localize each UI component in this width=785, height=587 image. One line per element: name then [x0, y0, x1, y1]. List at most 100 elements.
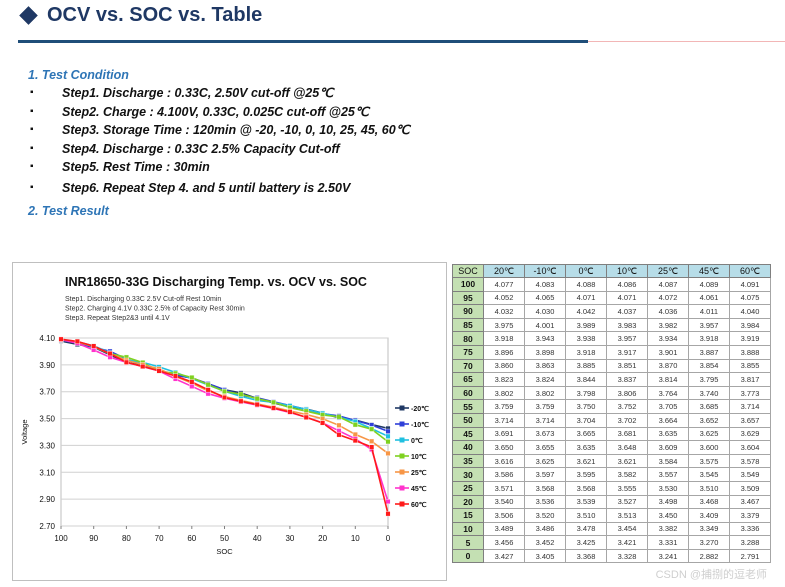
ocv-cell: 3.575 — [688, 453, 730, 469]
data-point — [58, 336, 64, 342]
ocv-cell: 3.918 — [565, 344, 607, 360]
ocv-cell: 3.545 — [688, 467, 730, 482]
ocv-cell: 3.595 — [565, 467, 607, 482]
ocv-cell: 3.752 — [606, 399, 648, 414]
ocv-cell: 3.750 — [565, 399, 607, 414]
table-row: 35 3.616 3.625 3.621 3.621 3.584 3.575 3.578 — [452, 453, 771, 469]
ocv-cell: 3.368 — [565, 548, 607, 564]
soc-cell: 10 — [452, 521, 484, 537]
data-point — [74, 338, 80, 344]
watermark: CSDN @捕捌的逗老师 — [655, 569, 767, 581]
x-tick-label: 30 — [285, 534, 294, 543]
header-temp: 60℃ — [729, 264, 771, 278]
ocv-cell: 3.860 — [483, 358, 525, 374]
table-row: 80 3.918 3.943 3.938 3.957 3.934 3.918 3.919 — [452, 331, 771, 346]
soc-cell: 55 — [452, 399, 484, 414]
ocv-cell: 4.072 — [647, 290, 689, 306]
ocv-cell: 3.331 — [647, 535, 689, 550]
data-point — [271, 399, 277, 405]
data-point — [369, 438, 375, 444]
data-point — [369, 444, 375, 450]
ocv-cell: 3.539 — [565, 494, 607, 510]
ocv-cell: 3.568 — [524, 480, 566, 496]
data-point — [140, 363, 146, 369]
ocv-cell: 3.586 — [483, 467, 525, 482]
legend-swatch-marker — [399, 469, 405, 475]
header-soc: SOC — [452, 264, 484, 278]
data-point — [156, 368, 162, 374]
soc-ocv-table: SOC 20℃ -10℃ 0℃ 10℃ 25℃ 45℃ 60℃ 100 4.077 4.083 4.… — [452, 264, 771, 564]
y-tick-label: 2.70 — [39, 522, 55, 531]
data-point — [352, 438, 358, 444]
ocv-cell: 3.597 — [524, 467, 566, 482]
ocv-cell: 4.032 — [483, 304, 525, 319]
ocv-cell: 3.714 — [524, 412, 566, 428]
ocv-cell: 3.685 — [688, 399, 730, 414]
soc-cell: 5 — [452, 535, 484, 550]
ocv-cell: 3.349 — [688, 521, 730, 537]
ocv-cell: 3.982 — [647, 317, 689, 333]
data-point — [221, 394, 227, 400]
ocv-cell: 3.427 — [483, 548, 525, 564]
legend-swatch-marker — [399, 437, 405, 443]
table-row: 30 3.586 3.597 3.595 3.582 3.557 3.545 3.549 — [452, 467, 771, 482]
soc-cell: 75 — [452, 344, 484, 360]
ocv-cell: 3.625 — [688, 426, 730, 442]
ocv-cell: 3.764 — [647, 385, 689, 401]
data-point — [303, 414, 309, 420]
ocv-cell: 4.088 — [565, 277, 607, 292]
legend-label: 10℃ — [411, 453, 427, 461]
y-tick-label: 3.50 — [39, 415, 55, 424]
ocv-cell: 3.650 — [483, 440, 525, 455]
ocv-cell: 3.557 — [647, 467, 689, 482]
ocv-cell: 3.802 — [524, 385, 566, 401]
table-row: 55 3.759 3.759 3.750 3.752 3.705 3.685 3.714 — [452, 399, 771, 414]
ocv-cell: 3.520 — [524, 508, 566, 523]
ocv-cell: 3.405 — [524, 548, 566, 564]
step-item: ▪ Step6. Repeat Step 4. and 5 until batte… — [30, 177, 410, 199]
ocv-cell: 3.456 — [483, 535, 525, 550]
ocv-cell: 3.898 — [524, 344, 566, 360]
ocv-cell: 3.328 — [606, 548, 648, 564]
data-point — [238, 391, 244, 397]
header-temp: 45℃ — [688, 264, 730, 278]
chart-title: INR18650-33G Discharging Temp. vs. OCV v… — [65, 275, 367, 289]
ocv-cell: 3.795 — [688, 372, 730, 387]
bullet-icon: ▪ — [30, 161, 34, 172]
ocv-cell: 3.489 — [483, 521, 525, 537]
ocv-cell: 3.896 — [483, 344, 525, 360]
soc-cell: 80 — [452, 331, 484, 346]
ocv-cell: 3.855 — [729, 358, 771, 374]
data-point — [254, 396, 260, 402]
ocv-cell: 3.513 — [606, 508, 648, 523]
y-tick-label: 3.30 — [39, 441, 55, 450]
ocv-cell: 3.530 — [647, 480, 689, 496]
ocv-cell: 4.089 — [688, 277, 730, 292]
ocv-cell: 3.957 — [688, 317, 730, 333]
data-point — [287, 409, 293, 415]
data-point — [254, 402, 260, 408]
data-point — [189, 383, 195, 389]
section-test-result: 2. Test Result — [28, 204, 109, 218]
data-point — [205, 387, 211, 393]
soc-cell: 90 — [452, 304, 484, 319]
x-tick-label: 80 — [122, 534, 131, 543]
table-row: 20 3.540 3.536 3.539 3.527 3.498 3.468 3.467 — [452, 494, 771, 510]
data-point — [271, 405, 277, 411]
ocv-cell: 3.943 — [524, 331, 566, 346]
plot-area — [60, 337, 389, 527]
table-header-row: SOC 20℃ -10℃ 0℃ 10℃ 25℃ 45℃ 60℃ — [452, 264, 771, 278]
ocv-cell: 4.061 — [688, 290, 730, 306]
ocv-cell: 3.919 — [729, 331, 771, 346]
ocv-cell: 3.989 — [565, 317, 607, 333]
title-underline-accent — [588, 41, 785, 42]
table-row: 90 4.032 4.030 4.042 4.037 4.036 4.011 4.040 — [452, 304, 771, 319]
x-tick-label: 20 — [318, 534, 327, 543]
ocv-cell: 2.791 — [729, 548, 771, 564]
ocv-cell: 3.467 — [729, 494, 771, 510]
y-tick-label: 4.10 — [39, 334, 55, 343]
data-point — [320, 420, 326, 426]
legend-label: 25℃ — [411, 469, 427, 477]
data-point — [385, 439, 391, 445]
ocv-cell: 3.536 — [524, 494, 566, 510]
